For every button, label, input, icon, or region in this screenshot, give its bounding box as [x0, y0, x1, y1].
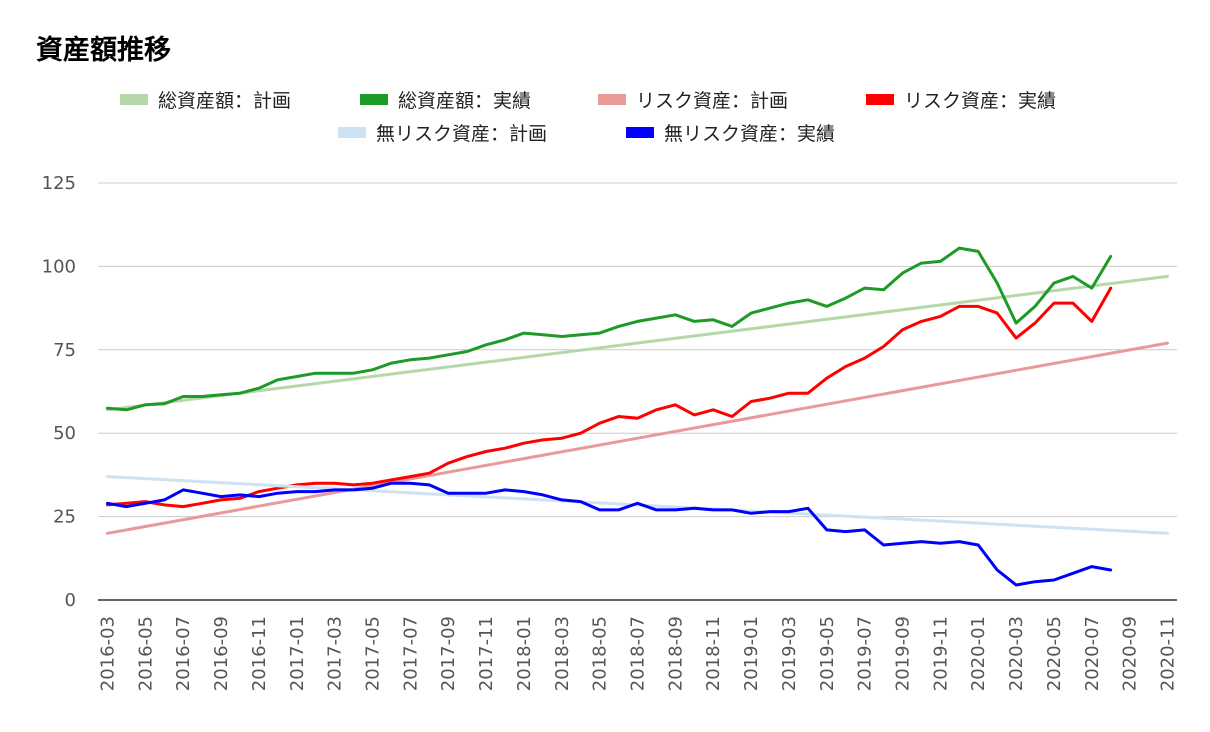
x-tick-label: 2017-09 — [438, 616, 459, 691]
legend-label: 無リスク資産：実績 — [664, 123, 835, 145]
x-tick-label: 2019-01 — [741, 616, 762, 691]
series-line — [106, 341, 1169, 535]
legend-label: 総資産額：計画 — [158, 90, 291, 112]
x-axis: 2016-03 2016-05 2016-07 2016-09 2016-11 2017-… — [97, 599, 1179, 691]
y-tick-label: 0 — [65, 590, 76, 611]
x-tick-label: 2018-01 — [514, 616, 535, 691]
y-tick-label: 100 — [42, 256, 76, 277]
series-line — [106, 475, 1169, 535]
x-tick-label: 2020-05 — [1044, 616, 1065, 691]
legend-swatch — [338, 127, 366, 138]
x-tick-label: 2016-05 — [135, 616, 156, 691]
y-tick-label: 125 — [42, 173, 76, 194]
series-line — [106, 286, 1113, 509]
series-group — [106, 246, 1169, 587]
x-tick-label: 2017-11 — [476, 616, 497, 691]
x-tick-label: 2018-11 — [703, 616, 724, 691]
series-line — [106, 246, 1113, 412]
x-tick-label: 2019-03 — [779, 616, 800, 691]
x-tick-label: 2016-11 — [249, 616, 270, 691]
x-tick-label: 2020-07 — [1082, 616, 1103, 691]
legend-label: リスク資産：計画 — [636, 90, 788, 112]
y-tick-label: 75 — [53, 340, 76, 361]
x-tick-label: 2019-07 — [855, 616, 876, 691]
x-tick-label: 2018-07 — [628, 616, 649, 691]
x-tick-label: 2019-11 — [930, 616, 951, 691]
legend-swatch — [598, 94, 626, 105]
grid-lines — [98, 182, 1177, 518]
legend-label: リスク資産：実績 — [904, 90, 1056, 112]
legend-label: 総資産額：実績 — [398, 90, 531, 112]
x-tick-label: 2018-03 — [552, 616, 573, 691]
x-tick-label: 2018-09 — [665, 616, 686, 691]
x-tick-label: 2019-09 — [893, 616, 914, 691]
x-tick-label: 2017-01 — [287, 616, 308, 691]
chart-title: 資産額推移 — [36, 35, 171, 66]
x-tick-label: 2020-09 — [1120, 616, 1141, 691]
x-tick-label: 2019-05 — [817, 616, 838, 691]
legend-label: 無リスク資産：計画 — [376, 123, 547, 145]
x-tick-label: 2018-05 — [590, 616, 611, 691]
y-axis-ticks: 0 25 50 75 100 125 — [42, 173, 76, 611]
x-tick-label: 2017-03 — [325, 616, 346, 691]
series-line — [106, 481, 1113, 587]
y-tick-label: 25 — [53, 507, 76, 528]
x-tick-label: 2017-07 — [400, 616, 421, 691]
legend-swatch — [360, 94, 388, 105]
x-tick-label: 2020-01 — [968, 616, 989, 691]
series-line — [106, 274, 1169, 412]
legend-swatch — [120, 94, 148, 105]
x-tick-label: 2020-03 — [1006, 616, 1027, 691]
x-tick-label: 2016-03 — [97, 616, 118, 691]
y-tick-label: 50 — [53, 423, 76, 444]
x-tick-label: 2016-09 — [211, 616, 232, 691]
x-tick-label: 2017-05 — [362, 616, 383, 691]
x-tick-label: 2016-07 — [173, 616, 194, 691]
x-tick-label: 2020-11 — [1158, 616, 1179, 691]
legend-swatch — [866, 94, 894, 105]
legend-swatch — [626, 127, 654, 138]
